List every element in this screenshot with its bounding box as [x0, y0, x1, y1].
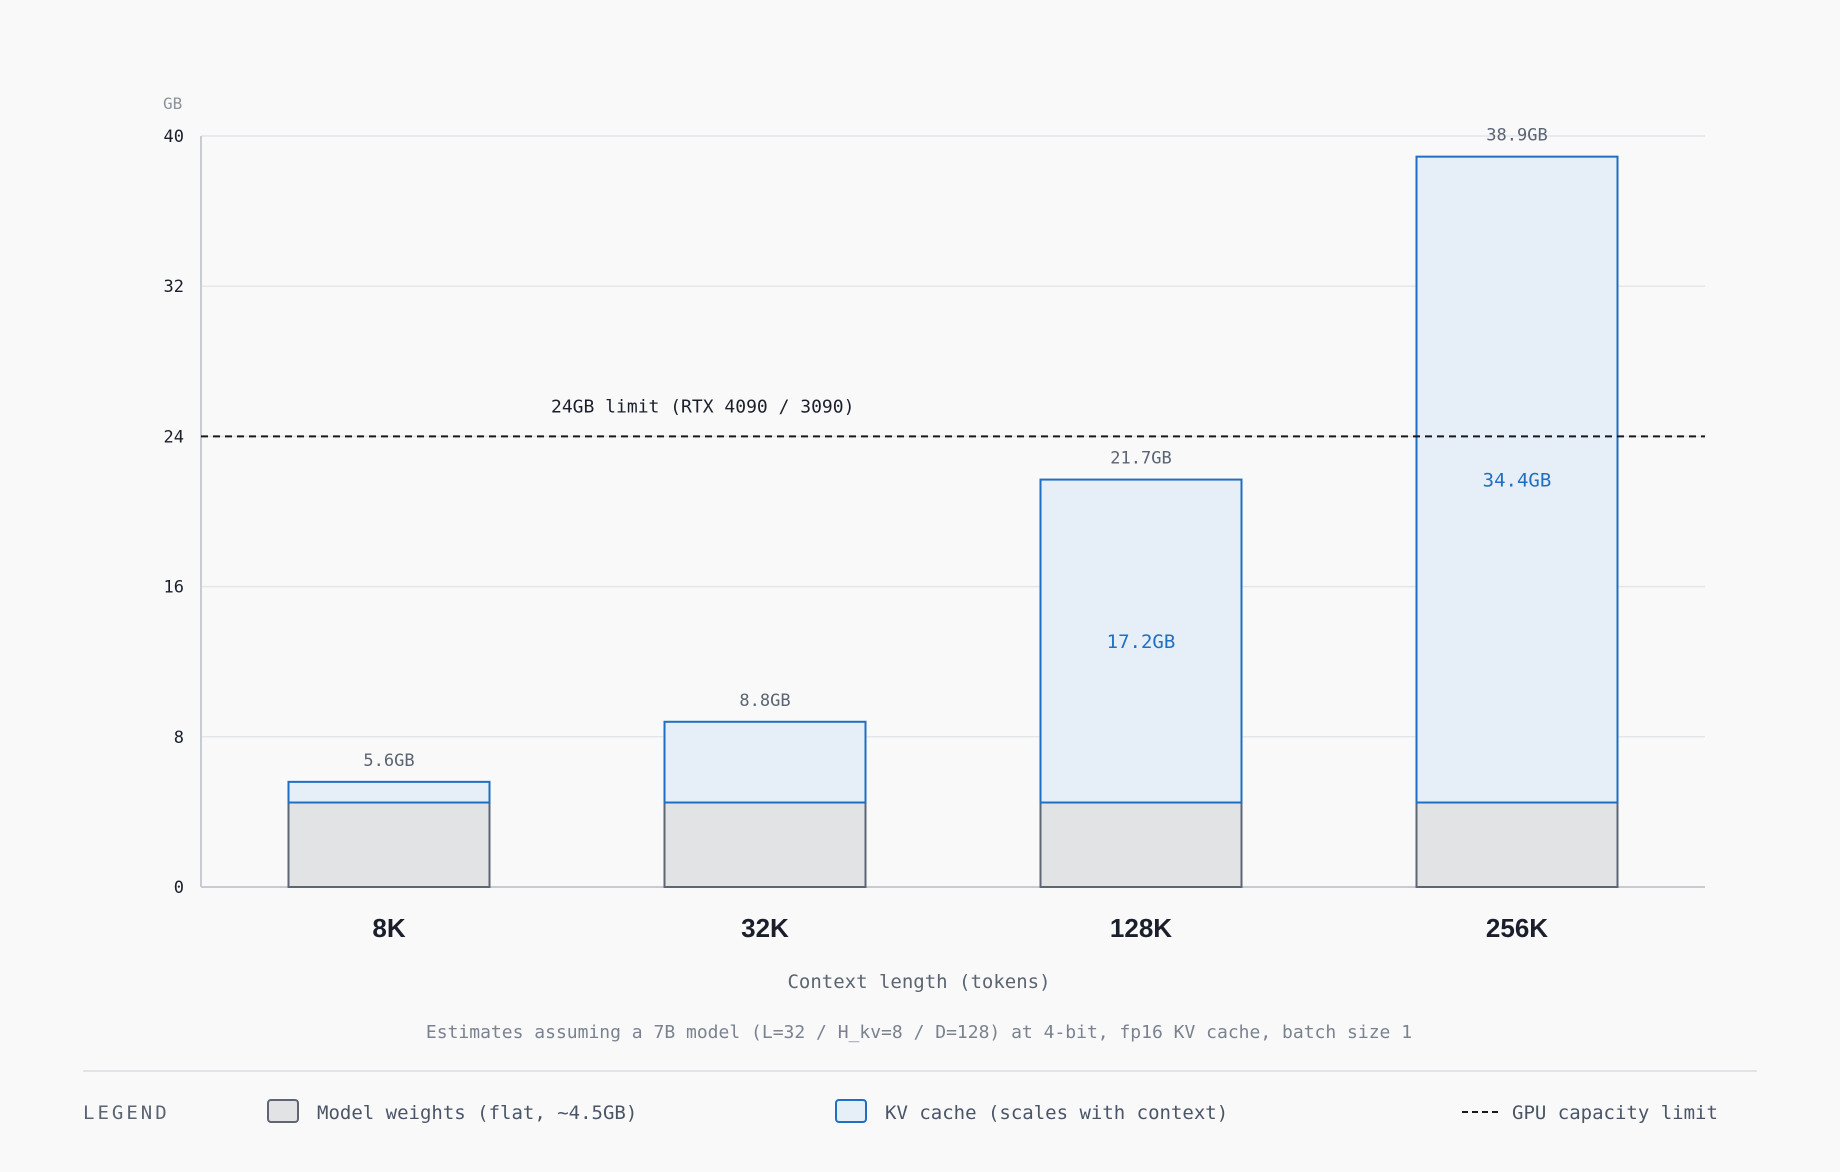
- y-unit-label: GB: [163, 94, 182, 113]
- chart-footnote: Estimates assuming a 7B model (L=32 / H_…: [426, 1022, 1412, 1043]
- legend-gpu-swatch: [1462, 1111, 1498, 1113]
- bar-total-label: 5.6GB: [363, 751, 414, 771]
- bar-kv-cache-128K: [1039, 478, 1243, 804]
- kv-cache-memory-chart: 0 8 16 24 32 40 GB 5.6GB 8K 8.8GB 32K 21.7GB 17.2GB 1…: [163, 94, 1705, 1043]
- bar-kv-label: 34.4GB: [1483, 470, 1552, 492]
- y-tick-label: 32: [164, 277, 184, 297]
- bar-kv-cache-256K: [1415, 155, 1619, 804]
- bar-weights-32K: [663, 801, 867, 889]
- x-tick-label: 128K: [1110, 913, 1172, 943]
- bar-weights-8K: [287, 801, 491, 889]
- bars: [287, 155, 1619, 889]
- x-tick-label: 8K: [372, 913, 405, 943]
- y-tick-label: 24: [164, 427, 184, 447]
- legend-weights-label: Model weights (flat, ~4.5GB): [317, 1102, 638, 1124]
- bar-total-label: 38.9GB: [1486, 126, 1547, 146]
- y-tick-label: 16: [164, 578, 184, 598]
- legend-kv-label: KV cache (scales with context): [885, 1102, 1229, 1124]
- y-tick-label: 0: [174, 878, 184, 898]
- chart-labels: 0 8 16 24 32 40 GB 5.6GB 8K 8.8GB 32K 21.7GB 17.2GB 1…: [163, 94, 1551, 1043]
- bar-kv-cache-32K: [663, 720, 867, 804]
- bar-weights-256K: [1415, 801, 1619, 889]
- x-tick-label: 32K: [741, 913, 789, 943]
- bar-weights-128K: [1039, 801, 1243, 889]
- y-tick-label: 8: [174, 728, 184, 748]
- bar-kv-cache-8K: [287, 780, 491, 804]
- legend-divider: [83, 1070, 1757, 1072]
- bar-kv-label: 17.2GB: [1107, 631, 1176, 653]
- legend-gpu-label: GPU capacity limit: [1512, 1102, 1718, 1124]
- bar-total-label: 21.7GB: [1110, 449, 1171, 469]
- legend-weights-swatch: [267, 1099, 299, 1123]
- x-tick-label: 256K: [1486, 913, 1548, 943]
- bar-total-label: 8.8GB: [739, 691, 790, 711]
- legend-kv-swatch: [835, 1099, 867, 1123]
- x-axis-title: Context length (tokens): [787, 971, 1050, 993]
- gpu-limit-label: 24GB limit (RTX 4090 / 3090): [551, 396, 854, 417]
- y-tick-label: 40: [164, 127, 184, 147]
- legend-title: LEGEND: [83, 1102, 170, 1124]
